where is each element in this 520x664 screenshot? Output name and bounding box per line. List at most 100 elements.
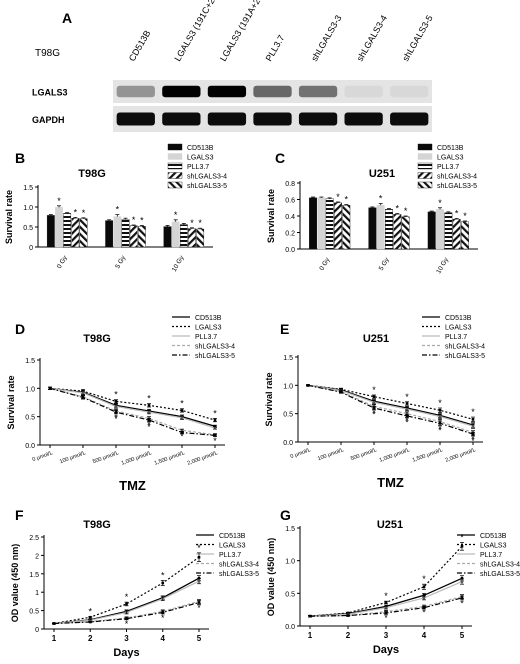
blot-lane-label: shLGALS3-4 bbox=[355, 13, 389, 63]
legend-swatch bbox=[417, 153, 433, 160]
x-tick-label: 10 Gy bbox=[171, 254, 186, 273]
significance-star: * bbox=[463, 211, 467, 221]
bar bbox=[368, 207, 377, 250]
x-tick-label: 100 μmol/L bbox=[317, 447, 345, 462]
significance-star: * bbox=[438, 424, 442, 434]
x-axis-label: TMZ bbox=[119, 478, 146, 493]
significance-star: * bbox=[405, 418, 409, 428]
chart-title: U251 bbox=[377, 519, 403, 531]
significance-star: * bbox=[114, 413, 118, 423]
significance-star: * bbox=[213, 436, 217, 446]
blot-row-label: GAPDH bbox=[32, 115, 65, 125]
bar bbox=[113, 216, 122, 248]
y-axis-label: Survival rate bbox=[266, 189, 276, 243]
x-tick-label: 5 Gy bbox=[114, 254, 127, 270]
significance-star: * bbox=[372, 410, 376, 420]
y-tick-label: 0.5 bbox=[25, 415, 35, 422]
significance-star: * bbox=[422, 574, 426, 584]
legend-swatch bbox=[417, 162, 433, 170]
blot-band bbox=[207, 112, 247, 126]
bar bbox=[105, 220, 114, 248]
significance-star: * bbox=[197, 543, 201, 553]
y-tick-label: 1.5 bbox=[25, 358, 35, 365]
legend-label: CD513B bbox=[187, 145, 214, 152]
legend-label: LGALS3 bbox=[437, 155, 464, 162]
y-tick-label: 0.5 bbox=[29, 609, 39, 616]
y-tick-label: 0.0 bbox=[285, 624, 295, 631]
bar bbox=[342, 205, 351, 250]
blot-band bbox=[390, 85, 429, 98]
legend-label: shLGALS3-5 bbox=[195, 353, 235, 360]
blot-band bbox=[207, 85, 247, 98]
significance-star: * bbox=[460, 599, 464, 609]
x-tick-label: 0 μmol/L bbox=[32, 450, 54, 463]
x-tick-label: 0 Gy bbox=[56, 254, 69, 270]
x-axis-label: TMZ bbox=[377, 475, 404, 490]
y-tick-label: 0.4 bbox=[285, 214, 295, 221]
chart-title: T98G bbox=[83, 333, 111, 345]
chart-title: U251 bbox=[369, 168, 395, 180]
significance-star: * bbox=[396, 204, 400, 214]
y-tick-label: 0.8 bbox=[285, 181, 295, 188]
chart-title: U251 bbox=[363, 333, 389, 345]
significance-star: * bbox=[455, 208, 459, 218]
legend-swatch bbox=[167, 162, 183, 170]
blot-band bbox=[390, 112, 429, 126]
y-tick-label: 0.6 bbox=[285, 198, 295, 205]
bar bbox=[196, 228, 205, 248]
series-line bbox=[307, 384, 474, 433]
y-axis-label: Survival rate bbox=[264, 372, 274, 426]
legend-label: shLGALS3-4 bbox=[195, 344, 235, 351]
x-tick-label: 5 bbox=[197, 634, 202, 643]
legend-swatch bbox=[167, 181, 183, 189]
significance-star: * bbox=[438, 426, 442, 436]
y-tick-label: 0.5 bbox=[285, 591, 295, 598]
legend-label: CD513B bbox=[480, 533, 507, 540]
x-tick-label: 1 bbox=[52, 634, 57, 643]
chart-title: T98G bbox=[83, 519, 111, 531]
legend-swatch bbox=[167, 153, 183, 160]
x-axis-label: Days bbox=[373, 644, 399, 656]
y-tick-label: 0 bbox=[35, 627, 39, 634]
western-blot: T98G CD513B LGALS3 (191C+292A)LGALS3 (191A… bbox=[32, 0, 435, 132]
legend-label: CD513B bbox=[437, 145, 464, 152]
x-tick-label: 5 Gy bbox=[378, 256, 391, 272]
significance-star: * bbox=[180, 431, 184, 441]
legend-label: CD513B bbox=[195, 315, 222, 322]
series-line bbox=[307, 384, 474, 427]
y-tick-label: 0 bbox=[29, 245, 33, 252]
legend-swatch bbox=[417, 172, 433, 179]
bar bbox=[460, 221, 469, 250]
bar bbox=[79, 218, 88, 248]
significance-star: * bbox=[471, 434, 475, 444]
x-tick-label: 500 μmol/L bbox=[92, 450, 120, 465]
x-tick-label: 2,000 μmol/L bbox=[187, 450, 219, 467]
significance-star: * bbox=[132, 215, 136, 225]
significance-star: * bbox=[147, 420, 151, 430]
blot-cell-line: T98G bbox=[35, 48, 60, 59]
series-line bbox=[49, 387, 216, 436]
bar bbox=[436, 209, 444, 250]
bar bbox=[325, 198, 334, 250]
y-tick-label: 2.5 bbox=[29, 535, 39, 542]
series-line bbox=[49, 387, 216, 436]
bar bbox=[163, 226, 172, 248]
significance-star: * bbox=[82, 208, 86, 218]
x-tick-label: 0 μmol/L bbox=[290, 447, 312, 460]
significance-star: * bbox=[147, 422, 151, 432]
significance-star: * bbox=[125, 619, 129, 629]
x-tick-label: 5 bbox=[460, 631, 465, 640]
significance-star: * bbox=[140, 215, 144, 225]
series-line bbox=[53, 601, 200, 625]
panel-label: D bbox=[15, 321, 25, 337]
blot-lane-label: shLGALS3-5 bbox=[400, 13, 434, 63]
x-tick-label: 2 bbox=[88, 634, 93, 643]
x-tick-label: 100 μmol/L bbox=[59, 450, 87, 465]
blot-lane-label: LGALS3 (191C+292A) bbox=[172, 0, 226, 63]
panel-label: B bbox=[15, 150, 25, 166]
legend-swatch bbox=[167, 143, 183, 151]
blot-lane-label: PLL3.7 bbox=[264, 33, 287, 63]
chart-title: T98G bbox=[78, 168, 106, 180]
x-tick-label: 0 Gy bbox=[318, 256, 331, 272]
y-tick-label: 1.5 bbox=[283, 355, 293, 362]
